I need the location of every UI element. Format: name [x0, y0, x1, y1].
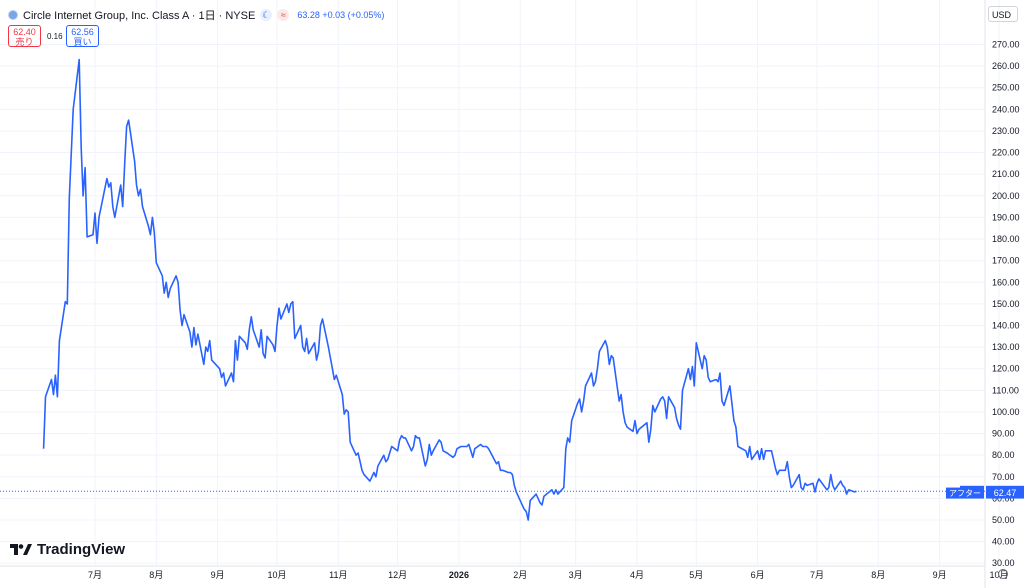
currency-select[interactable]: USD: [988, 6, 1018, 22]
x-tick-label: 6月: [751, 570, 765, 580]
y-tick-label: 130.00: [992, 342, 1020, 352]
chart-header: Circle Internet Group, Inc. Class A · 1日…: [8, 7, 384, 23]
x-tick-label: 12月: [388, 570, 407, 580]
y-tick-label: 210.00: [992, 169, 1020, 179]
buy-label: 買い: [73, 37, 92, 47]
symbol-title[interactable]: Circle Internet Group, Inc. Class A · 1日…: [23, 10, 256, 22]
y-tick-label: 170.00: [992, 256, 1020, 266]
price-tag-name: アフター: [949, 489, 981, 498]
delayed-data-icon[interactable]: ≈: [277, 9, 290, 21]
last-price-change: 63.28 +0.03 (+0.05%): [297, 10, 385, 20]
y-tick-label: 260.00: [992, 61, 1020, 71]
y-tick-label: 110.00: [992, 385, 1019, 395]
y-tick-label: 100.00: [992, 407, 1020, 417]
y-tick-label: 240.00: [992, 104, 1020, 114]
tradingview-logo-icon: [10, 544, 32, 555]
y-tick-label: 160.00: [992, 277, 1020, 287]
y-tick-label: 250.00: [992, 83, 1020, 93]
x-tick-label: 7月: [810, 570, 824, 580]
x-tick-label: 10月: [267, 570, 286, 580]
y-tick-label: 50.00: [992, 515, 1015, 525]
x-tick-label: 2026: [449, 570, 469, 580]
y-tick-label: 40.00: [992, 537, 1015, 547]
x-tick-label: 5月: [689, 570, 703, 580]
market-closed-icon[interactable]: ☾: [260, 9, 273, 21]
buy-price: 62.56: [71, 27, 94, 37]
x-tick-label: 8月: [871, 570, 885, 580]
price-tag-value: 62.47: [994, 488, 1017, 498]
x-tick-label: 7月: [88, 570, 102, 580]
y-tick-label: 230.00: [992, 126, 1020, 136]
y-tick-label: 140.00: [992, 320, 1020, 330]
logo-text: TradingView: [37, 541, 126, 558]
sell-label: 売り: [15, 37, 34, 47]
price-tag-name-box: [946, 487, 984, 499]
y-tick-label: 220.00: [992, 148, 1020, 158]
spread-value: 0.16: [47, 32, 63, 41]
y-tick-label: 120.00: [992, 364, 1020, 374]
y-tick-label: 180.00: [992, 234, 1020, 244]
x-tick-label: 2月: [513, 570, 527, 580]
x-tick-label: 4月: [630, 570, 644, 580]
y-tick-label: 70.00: [992, 472, 1015, 482]
y-tick-label: 30.00: [992, 558, 1015, 568]
price-tag-value-box: [986, 487, 1024, 499]
series-line-crcl: [42, 58, 857, 521]
x-tick-label: 9月: [211, 570, 225, 580]
y-tick-label: 270.00: [992, 39, 1020, 49]
y-tick-label: 190.00: [992, 212, 1020, 222]
sell-price: 62.40: [13, 27, 36, 37]
tradingview-logo[interactable]: TradingView: [10, 541, 125, 558]
sell-button[interactable]: 62.40 売り: [8, 25, 41, 47]
x-tick-label: 9月: [933, 570, 947, 580]
y-tick-label: 150.00: [992, 299, 1020, 309]
y-tick-label: 80.00: [992, 450, 1015, 460]
y-tick-label: 90.00: [992, 429, 1015, 439]
symbol-logo-icon: [8, 10, 18, 20]
y-tick-label: 200.00: [992, 191, 1020, 201]
buy-button[interactable]: 62.56 買い: [66, 25, 99, 47]
x-tick-label: 3月: [569, 570, 583, 580]
x-tick-label: 8月: [149, 570, 163, 580]
settings-gear-icon[interactable]: [998, 569, 1008, 579]
x-tick-label: 11月: [329, 570, 347, 580]
